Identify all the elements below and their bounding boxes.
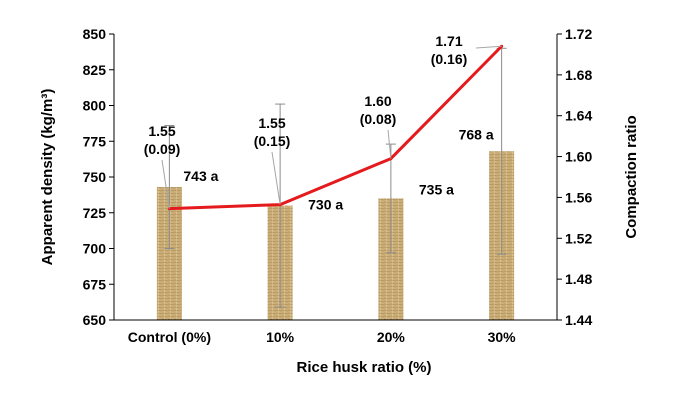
bar-value-label: 735 a — [419, 181, 454, 197]
y-tick-label: 700 — [83, 241, 107, 257]
x-axis-title: Rice husk ratio (%) — [296, 359, 431, 376]
line-sd-label: (0.08) — [360, 111, 397, 127]
y-tick-label: 775 — [83, 133, 107, 149]
y2-tick-label: 1.56 — [565, 189, 592, 205]
line-value-label: 1.55 — [258, 115, 285, 131]
leader-line — [161, 159, 170, 209]
leader-line — [475, 45, 502, 49]
y-tick-label: 825 — [83, 62, 107, 78]
y2-tick-label: 1.48 — [565, 271, 592, 287]
line-sd-label: (0.09) — [144, 141, 181, 157]
leader-line — [387, 129, 392, 159]
compaction-ratio-line — [169, 45, 503, 211]
line-value-label: 1.55 — [148, 123, 175, 139]
y-tick-label: 850 — [83, 26, 107, 42]
x-tick-label: Control (0%) — [128, 329, 211, 345]
x-tick-label: 10% — [266, 329, 295, 345]
line-value-label: 1.71 — [435, 33, 462, 49]
y-tick-label: 750 — [83, 169, 107, 185]
bar-value-label: 743 a — [183, 168, 218, 184]
line-sd-label: (0.15) — [254, 133, 291, 149]
y2-tick-label: 1.64 — [565, 108, 592, 124]
y-tick-label: 675 — [83, 276, 107, 292]
bar-value-label: 768 a — [459, 126, 494, 142]
y2-tick-label: 1.44 — [565, 312, 592, 328]
x-tick-label: 30% — [488, 329, 517, 345]
x-tick-label: 20% — [377, 329, 406, 345]
y-tick-label: 800 — [83, 98, 107, 114]
y2-axis-title: Compaction ratio — [623, 115, 640, 238]
y2-tick-label: 1.60 — [565, 149, 592, 165]
y2-tick-label: 1.68 — [565, 67, 592, 83]
y-tick-label: 725 — [83, 205, 107, 221]
y-axis-title: Apparent density (kg/m³) — [39, 89, 56, 266]
y-tick-label: 650 — [83, 312, 107, 328]
line-value-label: 1.60 — [364, 93, 391, 109]
leader-line — [271, 151, 281, 205]
y2-tick-label: 1.72 — [565, 26, 592, 42]
y2-tick-label: 1.52 — [565, 230, 592, 246]
line-sd-label: (0.16) — [431, 51, 468, 67]
bar-value-label: 730 a — [308, 197, 343, 213]
